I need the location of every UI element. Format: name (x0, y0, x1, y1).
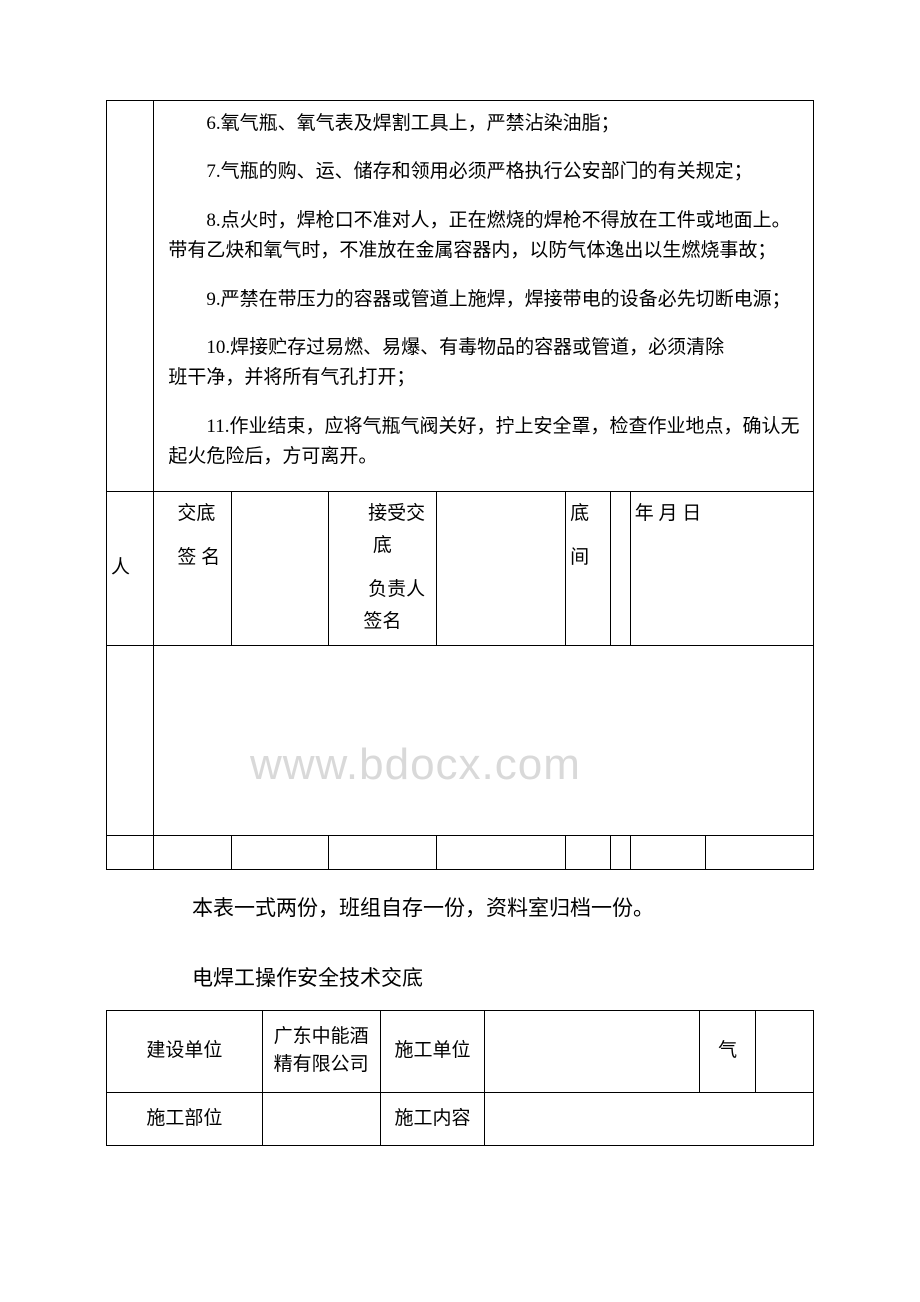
item-6: 6.氧气瓶、氧气表及焊割工具上，严禁沾染油脂； (168, 109, 803, 139)
sig-right-line2: 间 (570, 542, 606, 574)
t2-row2: 施工部位 施工内容 (107, 1092, 814, 1146)
t2-row1: 建设单位 广东中能酒精有限公司 施工单位 气 (107, 1010, 814, 1092)
sig-right-line1: 底 (570, 498, 606, 530)
sig-mid-value (436, 491, 565, 645)
worker-col-1 (107, 645, 154, 835)
worker-sign-row (107, 645, 814, 835)
footer-c1 (107, 835, 154, 869)
sig-right-label: 底 间 (566, 491, 611, 645)
t2-r1c5: 气 (700, 1010, 756, 1092)
signature-row: 人 交底 签 名 接受交底 负责人签名 底 间 年 月 日 (107, 491, 814, 645)
footer-c3 (232, 835, 329, 869)
t2-r1c1: 建设单位 (107, 1010, 263, 1092)
project-info-table: 建设单位 广东中能酒精有限公司 施工单位 气 施工部位 施工内容 (106, 1010, 814, 1147)
sig-left-line1: 交底 (158, 498, 227, 530)
footer-c8 (630, 835, 705, 869)
sig-person-char: 人 (107, 491, 154, 645)
main-content-table: 6.氧气瓶、氧气表及焊割工具上，严禁沾染油脂； 7.气瓶的购、运、储存和领用必须… (106, 100, 814, 870)
item-11: 11.作业结束，应将气瓶气阀关好，拧上安全罩，检查作业地点，确认无起火危险后，方… (168, 412, 803, 473)
t2-r1c3: 施工单位 (380, 1010, 485, 1092)
worker-sign-area (154, 645, 814, 835)
sig-mid-label: 接受交底 负责人签名 (328, 491, 436, 645)
safety-content-cell: 6.氧气瓶、氧气表及焊割工具上，严禁沾染油脂； 7.气瓶的购、运、储存和领用必须… (154, 101, 814, 492)
item-8: 8.点火时，焊枪口不准对人，正在燃烧的焊枪不得放在工件或地面上。带有乙炔和氧气时… (168, 206, 803, 267)
t2-r1c2: 广东中能酒精有限公司 (262, 1010, 380, 1092)
sig-spacer (611, 491, 630, 645)
t2-r2c3: 施工内容 (380, 1092, 485, 1146)
footer-c9 (706, 835, 814, 869)
sig-date-cell: 年 月 日 (630, 491, 813, 645)
footer-row (107, 835, 814, 869)
item-10-prefix: 10.焊接贮存过易燃、易爆、有毒物品的容器或管道，必须清除 (168, 333, 803, 363)
footer-c4 (328, 835, 436, 869)
t2-r2c4 (485, 1092, 814, 1146)
left-narrow-col (107, 101, 154, 492)
footer-c7 (611, 835, 630, 869)
sig-date-label: 年 月 日 (635, 503, 702, 524)
footer-c2 (154, 835, 232, 869)
sig-mid-line1: 接受交底 (333, 498, 432, 563)
sig-left-value (232, 491, 329, 645)
item-7: 7.气瓶的购、运、储存和领用必须严格执行公安部门的有关规定； (168, 157, 803, 187)
section-title-2: 电焊工操作安全技术交底 (150, 962, 920, 992)
t2-r2c2 (262, 1092, 380, 1146)
sig-mid-line2: 负责人签名 (333, 574, 432, 639)
footer-c6 (566, 835, 611, 869)
t2-r1c6 (756, 1010, 814, 1092)
sig-left-line2: 签 名 (158, 542, 227, 574)
footer-c5 (436, 835, 565, 869)
sig-left-label: 交底 签 名 (154, 491, 232, 645)
t2-r1c4 (485, 1010, 700, 1092)
item-10-suffix: 班干净，并将所有气孔打开； (168, 363, 803, 393)
item-9: 9.严禁在带压力的容器或管道上施焊，焊接带电的设备必先切断电源； (168, 285, 803, 315)
t2-r2c1: 施工部位 (107, 1092, 263, 1146)
form-note: 本表一式两份，班组自存一份，资料室归档一份。 (150, 892, 920, 922)
